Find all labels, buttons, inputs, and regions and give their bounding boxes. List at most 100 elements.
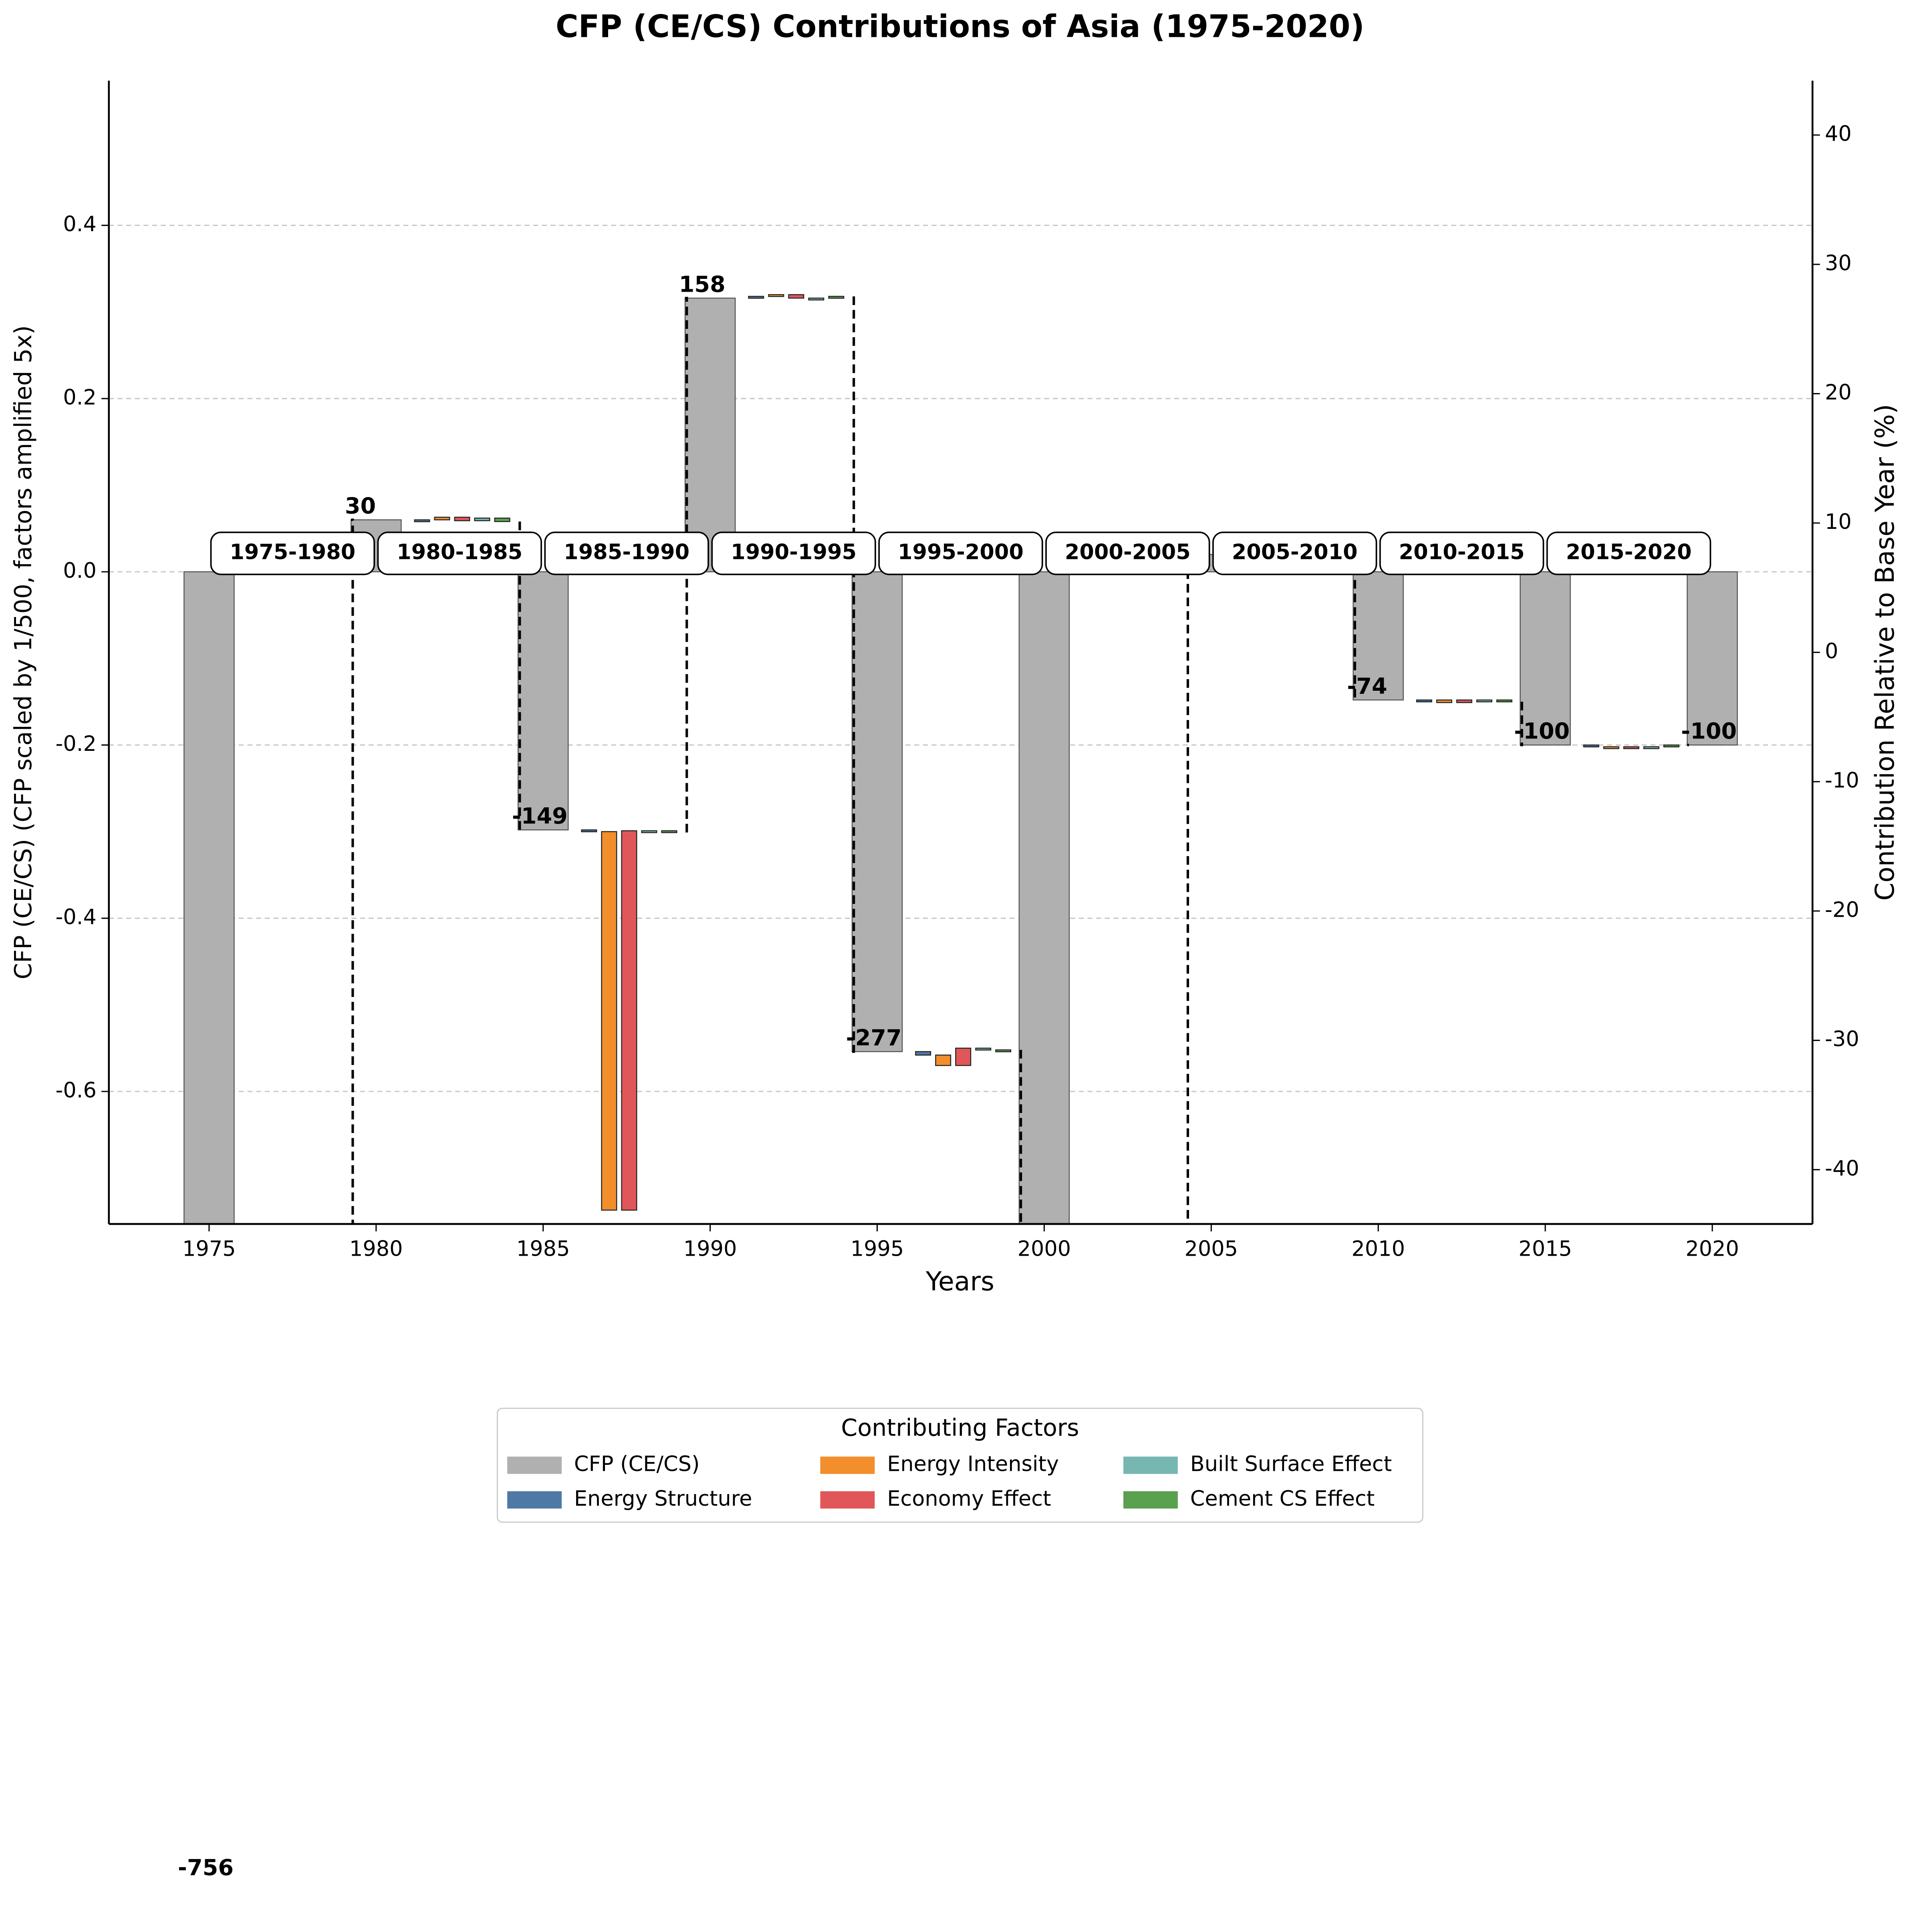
factor-bar: [494, 517, 510, 522]
connector: [518, 521, 521, 831]
legend-label: Cement CS Effect: [1190, 1486, 1375, 1511]
cfp-value-label: -74: [1347, 673, 1387, 699]
factor-bar: [621, 830, 637, 1211]
factor-bar: [601, 831, 617, 1211]
factor-bar: [581, 829, 597, 833]
factor-bar: [1663, 744, 1679, 748]
y-tick-label: -0.6: [55, 1078, 96, 1103]
legend-swatch: [1123, 1456, 1178, 1474]
x-tick-label: 2015: [1518, 1236, 1572, 1261]
cfp-value-label: -100: [1681, 718, 1737, 744]
period-box: [711, 531, 876, 575]
y2-tick-label: -10: [1825, 768, 1859, 793]
factor-bar: [661, 830, 677, 833]
period-label: 1980-1985: [397, 540, 522, 565]
chart-title: CFP (CE/CS) Contributions of Asia (1975-…: [556, 9, 1365, 45]
y-tick-label: 0.4: [63, 212, 96, 236]
legend-box: [496, 1408, 1423, 1523]
period-box: [1212, 531, 1377, 575]
factor-bar: [788, 294, 804, 299]
period-label: 1990-1995: [731, 540, 857, 565]
y2-tick-label: 20: [1825, 380, 1852, 405]
factor-bar: [1496, 699, 1512, 702]
x-tick-label: 2010: [1351, 1236, 1405, 1261]
factor-bar: [641, 830, 657, 833]
y-tick-label: 0.2: [63, 385, 96, 409]
plot-area: [183, 294, 1738, 1224]
connector: [351, 518, 354, 1224]
factor-bar: [1436, 699, 1452, 703]
x-tick-label: 2020: [1685, 1236, 1739, 1261]
overlay: -0.6-0.4-0.20.00.20.4-40-30-20-100102030…: [55, 122, 1859, 1881]
legend-label: Economy Effect: [887, 1486, 1051, 1511]
period-label: 2005-2010: [1232, 540, 1358, 565]
cfp-bar: [183, 571, 235, 1224]
connector: [685, 296, 688, 833]
cfp-value-label: 30: [345, 493, 376, 519]
cfp-value-label: -100: [1514, 718, 1570, 744]
legend-label: Energy Intensity: [887, 1452, 1059, 1476]
cfp-value-label: -149: [512, 803, 568, 829]
y2-tick-label: 0: [1825, 639, 1838, 663]
legend-label: Energy Structure: [574, 1486, 752, 1511]
x-tick-label: 2000: [1018, 1236, 1071, 1261]
y2-tick-label: -40: [1825, 1156, 1859, 1181]
y-tick-label: 0.0: [63, 559, 96, 583]
period-label: 1985-1990: [564, 540, 689, 565]
y-axis-label: CFP (CE/CS) (CFP scaled by 1/500, factor…: [10, 325, 37, 979]
legend-swatch: [820, 1491, 875, 1509]
period-box: [1379, 531, 1544, 575]
legend-swatch: [1123, 1491, 1178, 1509]
x-tick-label: 1995: [851, 1236, 904, 1261]
factor-bar: [1476, 699, 1492, 702]
cfp-bar: [1353, 571, 1404, 701]
connector: [1353, 553, 1356, 702]
period-box: [377, 531, 542, 575]
y2-tick-label: 10: [1825, 510, 1852, 534]
y2-tick-label: 30: [1825, 251, 1852, 275]
x-axis-label: Years: [925, 1267, 994, 1297]
factor-bar: [955, 1047, 972, 1066]
factor-bar: [1603, 746, 1619, 749]
legend-swatch: [507, 1456, 562, 1474]
factor-bar: [1623, 746, 1639, 749]
period-box: [878, 531, 1043, 575]
cfp-bar: [851, 571, 903, 1052]
factor-bar: [1643, 746, 1659, 749]
y-tick-label: -0.2: [55, 732, 96, 756]
period-label: 2000-2005: [1065, 540, 1191, 565]
y-tick-label: -0.4: [55, 905, 96, 929]
y2-axis-label: Contribution Relative to Base Year (%): [1870, 404, 1900, 901]
factor-bar: [828, 296, 845, 299]
period-label: 2015-2020: [1566, 540, 1692, 565]
factor-bar: [935, 1055, 951, 1066]
legend-swatch: [820, 1456, 875, 1474]
x-tick-label: 1980: [349, 1236, 403, 1261]
cfp-bar: [1520, 571, 1571, 746]
cfp-bar: [1687, 571, 1738, 746]
legend-swatch: [507, 1491, 562, 1509]
legend-label: Built Surface Effect: [1190, 1452, 1392, 1476]
x-tick-label: 1975: [182, 1236, 236, 1261]
factor-bar: [1416, 699, 1432, 702]
cfp-bar: [517, 571, 569, 831]
cfp-bar: [1018, 571, 1070, 1224]
legend-label: CFP (CE/CS): [574, 1452, 700, 1476]
x-tick-label: 2005: [1185, 1236, 1238, 1261]
factor-bar: [434, 516, 450, 520]
x-tick-label: 1985: [516, 1236, 570, 1261]
period-box: [210, 531, 375, 575]
connector: [1520, 702, 1523, 746]
period-box: [1045, 531, 1210, 575]
period-label: 1975-1980: [230, 540, 355, 565]
legend-title: Contributing Factors: [841, 1414, 1079, 1442]
factor-bar: [1456, 699, 1472, 703]
factor-bar: [748, 296, 764, 299]
x-tick-label: 1990: [683, 1236, 737, 1261]
cfp-value-label: -277: [846, 1025, 902, 1051]
factor-bar: [975, 1047, 992, 1051]
period-label: 2010-2015: [1399, 540, 1525, 565]
cfp-value-label: -756: [178, 1855, 234, 1881]
